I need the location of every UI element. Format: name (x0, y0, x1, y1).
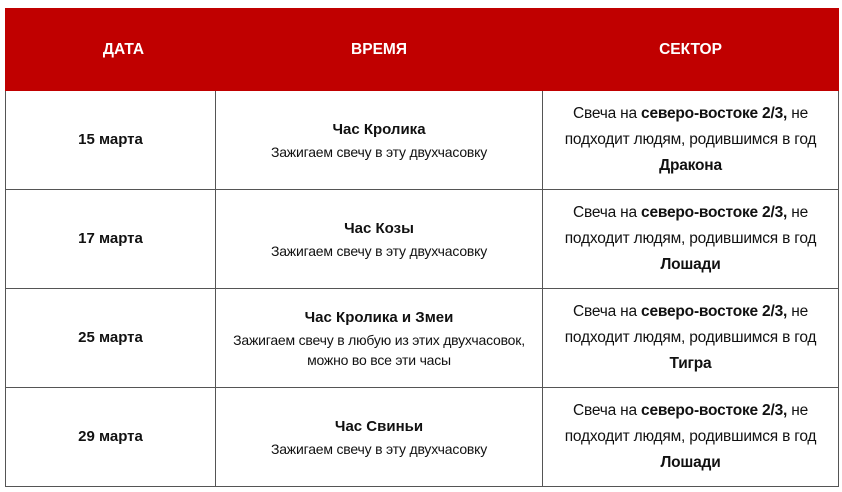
time-cell: Час Свиньи Зажигаем свечу в эту двухчасов… (215, 387, 543, 487)
sector-text: не подходит людям, родившимся в год (564, 402, 817, 445)
sector-text: Свеча на (572, 204, 642, 221)
zodiac-sign: Лошади (660, 454, 721, 471)
header-sector: СЕКТОР (542, 8, 839, 91)
date-cell: 25 марта (5, 288, 216, 388)
time-cell: Час Кролика Зажигаем свечу в эту двухчасо… (215, 90, 543, 190)
time-note: Зажигаем свечу в эту двухчасовку (270, 144, 488, 160)
time-note: Зажигаем свечу в любую из этих двухчасов… (233, 332, 525, 368)
sector-direction: северо-востоке 2/3, (641, 402, 788, 419)
zodiac-sign: Лошади (660, 256, 721, 273)
header-time: ВРЕМЯ (215, 8, 543, 91)
sector-text: Свеча на (572, 105, 642, 122)
sector-cell: Свеча на северо-востоке 2/3, не подходит… (542, 288, 839, 388)
time-cell: Час Кролика и Змеи Зажигаем свечу в любую… (215, 288, 543, 388)
time-note: Зажигаем свечу в эту двухчасовку (270, 441, 488, 457)
header-date: ДАТА (5, 8, 216, 91)
sector-text: не подходит людям, родившимся в год (564, 204, 817, 247)
sector-direction: северо-востоке 2/3, (641, 303, 788, 320)
zodiac-sign: Тигра (669, 355, 712, 372)
time-cell: Час Козы Зажигаем свечу в эту двухчасовку (215, 189, 543, 289)
time-note: Зажигаем свечу в эту двухчасовку (270, 243, 488, 259)
table-row: 17 марта Час Козы Зажигаем свечу в эту дву… (5, 189, 839, 289)
table-row: 25 марта Час Кролика и Змеи Зажигаем свечу… (5, 288, 839, 388)
zodiac-sign: Дракона (659, 157, 722, 174)
sector-text: Свеча на (572, 303, 642, 320)
hour-name: Час Кролика и Змеи (304, 309, 454, 326)
date-cell: 17 марта (5, 189, 216, 289)
schedule-table: ДАТА ВРЕМЯ СЕКТОР 15 марта Час Кролика Заж… (5, 8, 839, 487)
sector-text: Свеча на (572, 402, 642, 419)
sector-cell: Свеча на северо-востоке 2/3, не подходит… (542, 90, 839, 190)
sector-text: не подходит людям, родившимся в год (564, 303, 817, 346)
table-row: 15 марта Час Кролика Зажигаем свечу в эту … (5, 90, 839, 190)
table-row: 29 марта Час Свиньи Зажигаем свечу в эту д… (5, 387, 839, 487)
date-cell: 15 марта (5, 90, 216, 190)
sector-direction: северо-востоке 2/3, (641, 105, 788, 122)
sector-text: не подходит людям, родившимся в год (564, 105, 817, 148)
date-cell: 29 марта (5, 387, 216, 487)
hour-name: Час Козы (344, 220, 414, 237)
header-row: ДАТА ВРЕМЯ СЕКТОР (5, 8, 839, 91)
hour-name: Час Кролика (332, 121, 426, 138)
sector-cell: Свеча на северо-востоке 2/3, не подходит… (542, 189, 839, 289)
sector-cell: Свеча на северо-востоке 2/3, не подходит… (542, 387, 839, 487)
sector-direction: северо-востоке 2/3, (641, 204, 788, 221)
hour-name: Час Свиньи (334, 418, 424, 435)
